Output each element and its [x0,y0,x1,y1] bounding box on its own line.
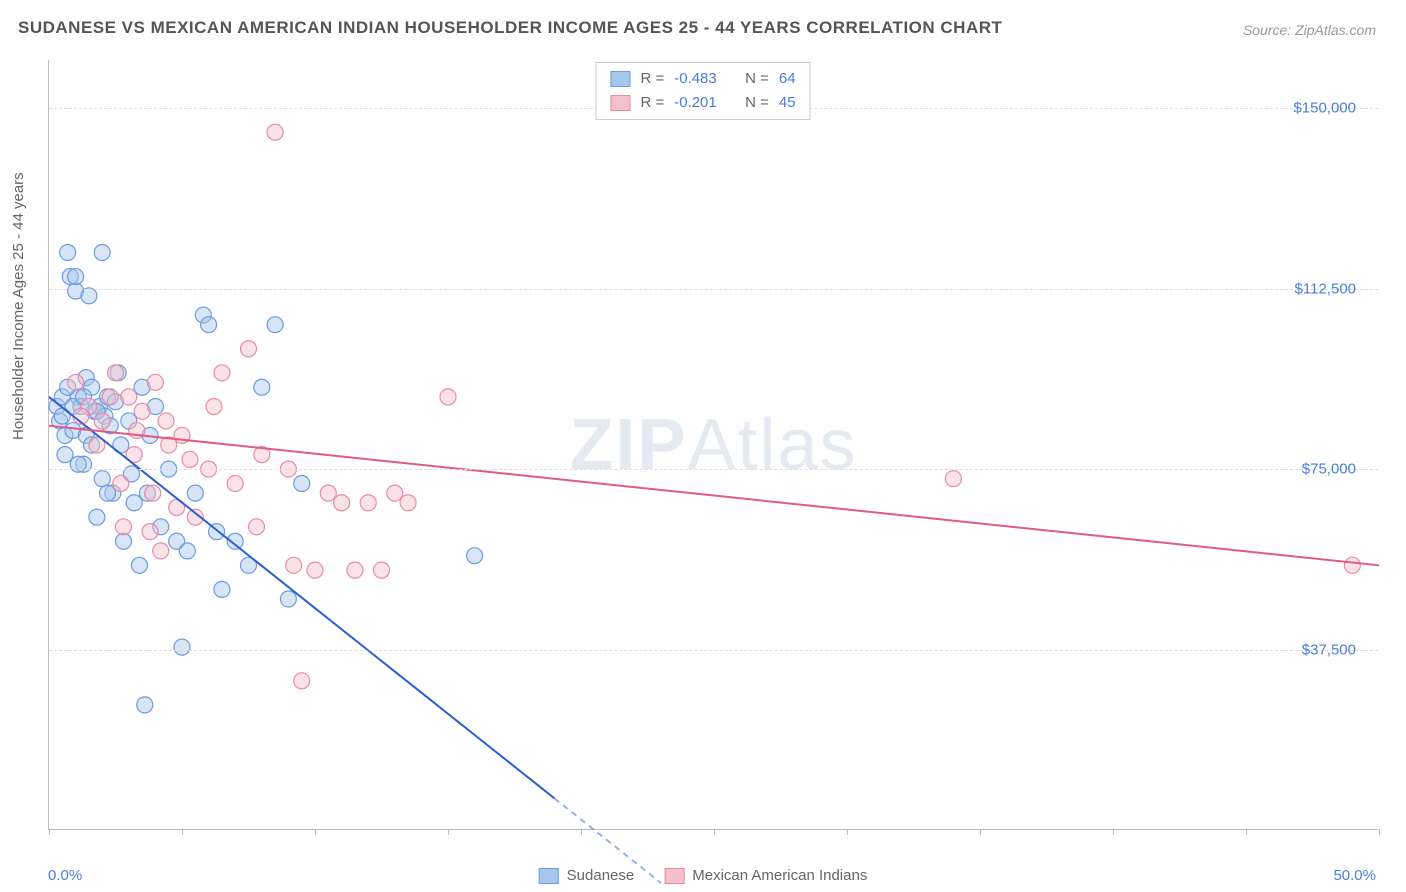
plot-area: ZIPAtlas $37,500$75,000$112,500$150,000 [48,60,1378,830]
stats-legend-box: R = -0.483 N = 64 R = -0.201 N = 45 [595,62,810,120]
data-point [201,317,217,333]
data-point [57,447,73,463]
data-point [126,495,142,511]
data-point [254,379,270,395]
data-point [147,374,163,390]
swatch-mexican [664,868,684,884]
data-point [187,485,203,501]
data-point [214,581,230,597]
data-point [102,389,118,405]
data-point [137,697,153,713]
data-point [387,485,403,501]
data-point [108,365,124,381]
data-point [115,519,131,535]
x-axis-min-label: 0.0% [48,867,82,884]
stats-row-1: R = -0.483 N = 64 [610,67,795,91]
source-attribution: Source: ZipAtlas.com [1243,22,1376,38]
legend-item-mexican: Mexican American Indians [664,867,867,884]
data-point [374,562,390,578]
y-tick-label: $37,500 [1302,641,1356,658]
data-point [267,124,283,140]
r-label: R = [640,91,664,115]
data-point [467,548,483,564]
n-value-2: 45 [779,91,796,115]
data-point [307,562,323,578]
data-point [145,485,161,501]
data-point [241,341,257,357]
data-point [115,533,131,549]
r-label: R = [640,67,664,91]
data-point [68,374,84,390]
data-point [227,476,243,492]
data-point [94,245,110,261]
x-axis-max-label: 50.0% [1333,867,1376,884]
r-value-2: -0.201 [674,91,717,115]
data-point [334,495,350,511]
y-tick-label: $112,500 [1295,280,1356,297]
legend-label: Mexican American Indians [692,867,867,884]
data-point [286,557,302,573]
swatch-sudanese [610,71,630,87]
data-point [267,317,283,333]
data-point [94,413,110,429]
data-point [182,451,198,467]
trend-line [49,397,554,798]
n-label: N = [745,67,769,91]
data-point [179,543,195,559]
legend-item-sudanese: Sudanese [539,867,635,884]
bottom-legend: Sudanese Mexican American Indians [539,867,868,884]
data-point [131,557,147,573]
y-tick-label: $75,000 [1302,461,1356,478]
data-point [347,562,363,578]
data-point [158,413,174,429]
data-point [94,471,110,487]
data-point [400,495,416,511]
data-point [68,269,84,285]
chart-svg [49,60,1378,829]
r-value-1: -0.483 [674,67,717,91]
data-point [248,519,264,535]
data-point [440,389,456,405]
data-point [294,673,310,689]
data-point [360,495,376,511]
data-point [174,639,190,655]
y-tick-label: $150,000 [1293,100,1356,117]
trend-line [49,426,1379,566]
data-point [280,591,296,607]
data-point [100,485,116,501]
data-point [214,365,230,381]
legend-label: Sudanese [567,867,635,884]
n-label: N = [745,91,769,115]
data-point [1344,557,1360,573]
chart-title: SUDANESE VS MEXICAN AMERICAN INDIAN HOUS… [18,18,1002,38]
data-point [121,389,137,405]
y-axis-label: Householder Income Ages 25 - 44 years [10,172,27,440]
data-point [81,288,97,304]
data-point [134,403,150,419]
data-point [153,543,169,559]
data-point [142,524,158,540]
n-value-1: 64 [779,67,796,91]
data-point [320,485,336,501]
swatch-mexican [610,95,630,111]
data-point [89,509,105,525]
stats-row-2: R = -0.201 N = 45 [610,91,795,115]
data-point [60,245,76,261]
data-point [113,476,129,492]
swatch-sudanese [539,868,559,884]
data-point [945,471,961,487]
data-point [294,476,310,492]
data-point [206,399,222,415]
